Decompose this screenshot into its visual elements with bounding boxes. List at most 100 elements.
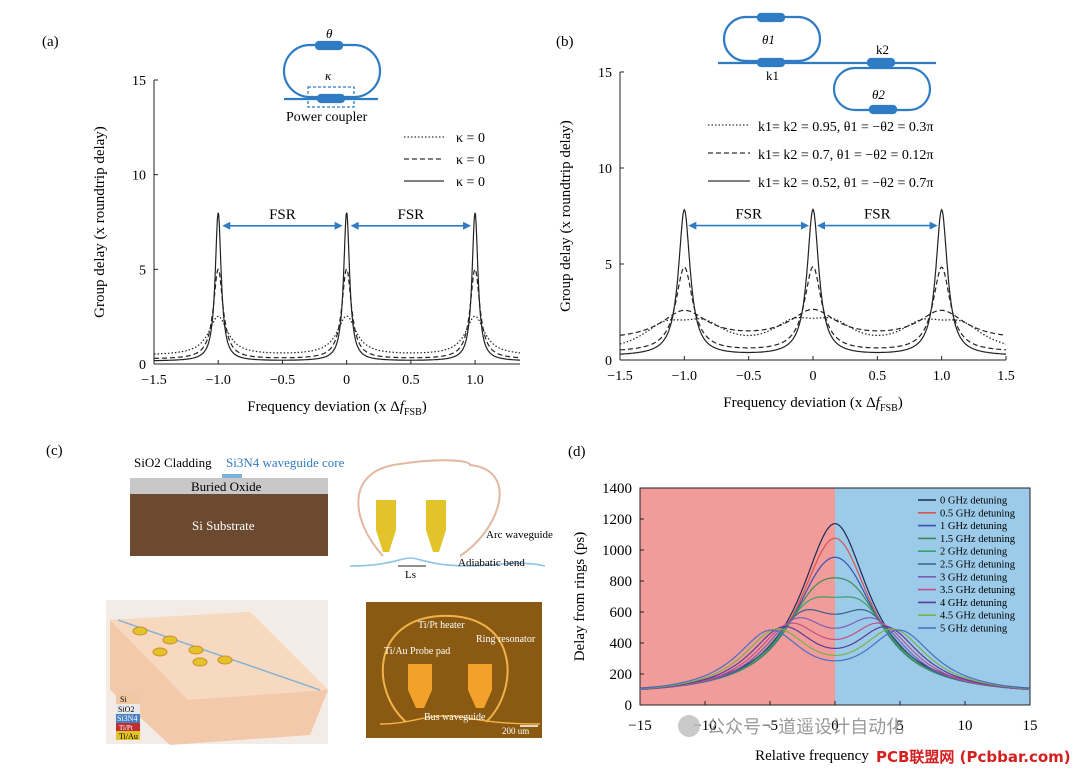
a-x-axis-label-tail: ) — [422, 399, 427, 415]
a-y-tick-label: 10 — [132, 169, 146, 184]
d-series-9-line — [640, 628, 1030, 690]
b-x-axis-label-f: f — [876, 395, 882, 411]
a-fsr-right-arrowhead-left — [350, 221, 359, 230]
b-fsr-right-label: FSR — [864, 207, 891, 223]
stack-sio2-label: SiO2 — [118, 705, 134, 714]
d-x-tick-label: −5 — [762, 718, 778, 734]
si-substrate-layer — [130, 494, 328, 556]
d-series-6-line — [639, 617, 1031, 691]
d-x-tick-label: −15 — [628, 718, 651, 734]
a-fsr-left-arrowhead-right — [334, 221, 343, 230]
b-series-0-line — [619, 317, 1007, 345]
probe-pad-label: Ti/Au Probe pad — [384, 646, 450, 657]
d-x-axis-label: Relative frequency — [755, 748, 869, 764]
b-x-tick-label: −1.5 — [607, 369, 632, 384]
b-x-tick-label: 1.0 — [933, 369, 951, 384]
d-y-tick-label: 1200 — [602, 512, 632, 528]
cross-section: SiO2 Cladding Si3N4 waveguide core Burie… — [130, 455, 345, 556]
coupler-section-shape — [316, 93, 346, 104]
stack-tiau — [116, 731, 140, 740]
legend-b-solid-label: k1= k2 = 0.52, θ1 = −θ2 = 0.7π — [758, 176, 933, 191]
ring2-phase-shape — [868, 104, 898, 115]
ring-resonator-shape — [282, 43, 382, 99]
panel-b: (b) θ1 θ2 k1 k2 −1.5 −1.0 −0.5 0 0.5 1.0 1.5 0 5… — [556, 12, 1015, 414]
core-strip — [222, 474, 242, 478]
panel-d-label: (d) — [568, 444, 586, 460]
ring1-phase-shape — [756, 12, 786, 23]
panel-a-ring-inset — [282, 40, 382, 108]
theta1-label: θ1 — [762, 32, 775, 47]
micro-pad-left — [408, 664, 432, 708]
watermark: 公众号 · 道遥设计自动化 PCB联盟网 (Pcbbar.com) — [678, 715, 1071, 766]
d-legend-label: 2.5 GHz detuning — [940, 560, 1016, 571]
b-y-tick-label: 5 — [605, 258, 612, 273]
stack-si-label: Si — [120, 695, 127, 704]
bus-waveguide-label: Bus waveguide — [424, 712, 486, 723]
chip-ring-3 — [188, 645, 204, 655]
b-y-tick-label: 10 — [598, 162, 612, 177]
ring1-coupler-shape — [756, 57, 786, 68]
d-series-8-line — [639, 626, 1031, 690]
b-x-axis-label-tail: ) — [898, 395, 903, 411]
b-series-2-line — [620, 208, 1006, 355]
panel-a: (a) θ κ Power coupler −1.5 −1.0 −0.5 0 0.5 1.… — [42, 26, 521, 418]
d-y-tick-label: 400 — [610, 636, 633, 652]
a-y-tick-label: 0 — [139, 358, 146, 373]
b-x-axis-label-sub: FSB — [880, 403, 898, 414]
d-x-tick-label: 15 — [1023, 718, 1038, 734]
d-legend-label: 3 GHz detuning — [940, 572, 1008, 583]
power-coupler-label: Power coupler — [286, 110, 368, 125]
d-legend-label: 2 GHz detuning — [940, 547, 1008, 558]
panel-a-label: (a) — [42, 34, 59, 50]
d-legend-label: 4 GHz detuning — [940, 598, 1008, 609]
watermark-site: PCB联盟网 (Pcbbar.com) — [876, 748, 1071, 766]
panel-b-ring-inset — [718, 12, 936, 115]
d-legend-label: 0 GHz detuning — [940, 496, 1008, 507]
chip-ring-4 — [217, 655, 233, 665]
panel-c-label: (c) — [46, 443, 63, 459]
stack-si — [116, 694, 140, 704]
chip-ring-6 — [192, 657, 208, 667]
b-y-axis-label: Group delay (x roundtrip delay) — [558, 120, 574, 312]
stack-tipt — [116, 723, 140, 731]
a-fsr-right-arrowhead-right — [463, 221, 472, 230]
coupler-dashed-box — [307, 86, 355, 108]
d-legend-label: 3.5 GHz detuning — [940, 585, 1016, 596]
bus-path — [349, 557, 546, 567]
kappa-label: κ — [325, 68, 332, 83]
chip-ring-5 — [152, 647, 168, 657]
si-substrate-label: Si Substrate — [192, 518, 255, 533]
a-x-axis-label: Frequency deviation (x ΔfFSB) — [247, 399, 427, 418]
a-x-tick-label: 0.5 — [402, 373, 420, 388]
a-x-tick-label: −1.5 — [141, 373, 166, 388]
micro-pad-right — [468, 664, 492, 708]
d-legend-label: 5 GHz detuning — [940, 624, 1008, 635]
a-fsr-left-label: FSR — [269, 207, 296, 223]
b-y-tick-label: 0 — [605, 354, 612, 369]
plot-a: −1.5 −1.0 −0.5 0 0.5 1.0 0 5 10 15 Frequency devia… — [92, 74, 521, 418]
legend-a-dashed-label: κ = 0 — [456, 153, 485, 168]
stack-tiau-label: Ti/Au — [119, 732, 138, 741]
d-legend-label: 1.5 GHz detuning — [940, 534, 1016, 545]
scale-bar-label: 200 um — [502, 726, 529, 736]
chip-3d: Si SiO2 Si3N4 Ti/Pt Ti/Au — [106, 600, 328, 745]
arc-waveguide-path — [357, 459, 501, 557]
micro-bus-path — [379, 715, 541, 725]
theta2-label: θ2 — [872, 87, 885, 102]
a-series-dashed-line — [154, 268, 521, 359]
b-y-tick-label: 15 — [598, 66, 612, 81]
d-y-axis-label: Delay from rings (ps) — [572, 532, 588, 662]
b-x-tick-label: 1.5 — [997, 369, 1015, 384]
buried-oxide-layer — [130, 478, 328, 494]
plot-d: −15 −10 −5 0 5 10 150200400600800100012001400R… — [572, 481, 1038, 764]
b-series-3-line — [619, 266, 1007, 351]
chip-waveguide — [117, 619, 321, 691]
d-legend-label: 1 GHz detuning — [940, 521, 1008, 532]
a-x-tick-label: −0.5 — [270, 373, 295, 388]
a-fsr-right-label: FSR — [397, 207, 424, 223]
legend-a-dotted-label: κ = 0 — [456, 131, 485, 146]
watermark-text: 公众号 · 道遥设计自动化 — [707, 717, 904, 738]
heater-label: Ti/Pt heater — [418, 620, 465, 631]
b-fsr-left-arrowhead-left — [688, 221, 697, 230]
